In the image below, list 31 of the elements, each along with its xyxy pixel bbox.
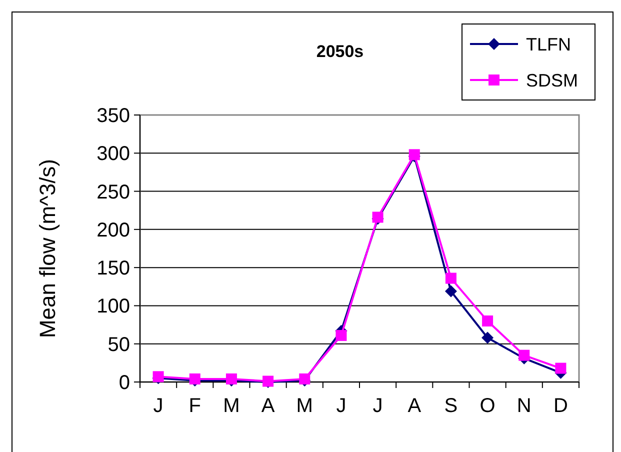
y-tick-label: 250 — [96, 181, 130, 204]
x-tick-label: S — [444, 395, 458, 417]
x-tick-label: J — [372, 395, 383, 417]
legend-label: SDSM — [526, 70, 578, 90]
y-tick-label: 150 — [96, 258, 130, 280]
x-tick-label: D — [553, 395, 568, 417]
point — [445, 272, 456, 284]
point — [444, 285, 457, 298]
point — [482, 332, 494, 344]
x-tick-label: O — [480, 395, 496, 417]
y-axis-title: Mean flow (m^3/s) — [35, 158, 60, 338]
y-tick-label: 300 — [96, 143, 130, 166]
point — [518, 350, 530, 361]
x-tick-label: A — [408, 395, 422, 417]
x-tick-label: F — [188, 395, 201, 417]
y-tick-label: 0 — [118, 372, 130, 394]
x-tick-label: J — [153, 395, 164, 417]
x-tick-label: J — [336, 395, 346, 417]
x-tick-label: M — [223, 395, 240, 417]
x-tick-label: N — [516, 395, 532, 417]
chart-title: 2050s — [316, 42, 364, 61]
y-tick-label: 50 — [108, 334, 130, 356]
legend-label: TLFN — [526, 34, 571, 54]
point — [482, 315, 494, 326]
y-tick-label: 100 — [96, 296, 130, 318]
x-tick-label: M — [296, 395, 313, 417]
y-tick-label: 350 — [96, 105, 130, 127]
point — [336, 330, 347, 341]
y-tick-label: 200 — [96, 219, 130, 242]
point — [555, 362, 566, 374]
x-tick-label: A — [261, 395, 276, 417]
